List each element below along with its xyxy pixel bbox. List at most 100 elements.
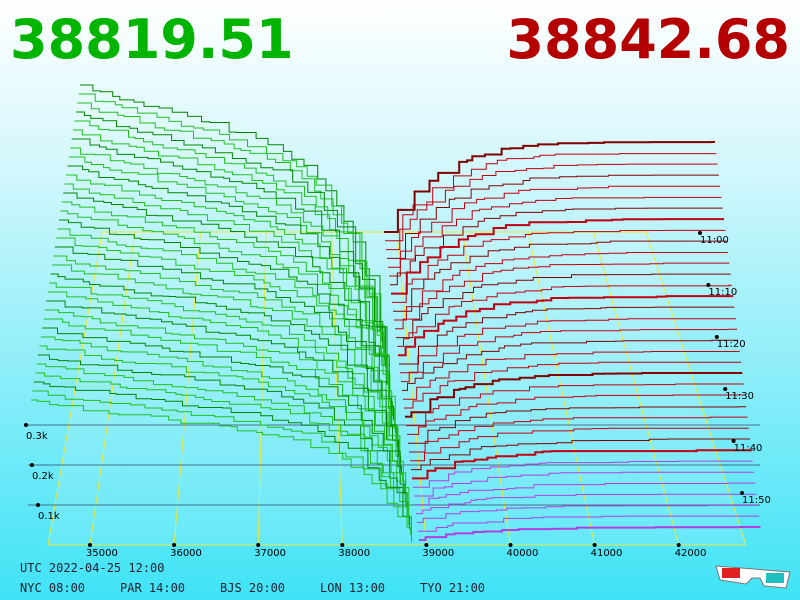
time-tick-label: 11:50 — [742, 495, 771, 506]
bid-curve — [39, 345, 407, 507]
axis-labels: 35000 36000 37000 38000 39000 40000 41000 42000… — [24, 231, 771, 559]
ask-curve — [407, 394, 745, 435]
price-tick-label: 35000 — [86, 548, 118, 559]
ask-curve — [399, 306, 735, 365]
price-tick-label: 38000 — [338, 548, 370, 559]
time-tick — [698, 231, 702, 235]
price-tick — [172, 543, 177, 547]
bid-curve — [50, 273, 400, 457]
depth-tick-label: 0.1k — [38, 511, 60, 522]
depth-tick-label: 0.2k — [32, 471, 54, 482]
bid-curve — [43, 318, 404, 488]
ask-curve — [413, 460, 753, 488]
ask-curve — [391, 218, 725, 295]
ask-curve — [385, 153, 717, 242]
bid-curve — [78, 93, 382, 340]
bid-curve — [46, 300, 403, 475]
bid-curve — [80, 84, 381, 332]
ask-curve — [394, 252, 728, 321]
price-grid-line — [593, 231, 680, 546]
time-tick — [723, 387, 728, 391]
bid-curve — [35, 372, 410, 526]
bid-curve — [31, 399, 412, 543]
bid-curve — [42, 327, 405, 494]
ask-curve — [402, 339, 739, 391]
bid-curve — [57, 228, 395, 429]
time-tick — [740, 491, 744, 495]
ask-curve — [419, 526, 761, 541]
time-tick — [714, 335, 719, 339]
ask-curve — [418, 515, 760, 532]
bid-curve — [67, 165, 389, 385]
bid-curve — [33, 381, 411, 530]
bid-curve — [49, 282, 401, 464]
price-grid-line — [527, 231, 596, 546]
time-tick-label: 11:00 — [700, 235, 729, 246]
ask-curve — [396, 273, 731, 339]
price-grid-line — [462, 231, 511, 546]
bid-curve — [74, 120, 385, 356]
ask-curve — [387, 174, 719, 259]
bid-curve — [40, 336, 406, 502]
price-grid-line — [396, 231, 427, 546]
zone-time: BJS 20:00 — [220, 581, 285, 595]
bid-curve — [75, 111, 384, 349]
price-tick — [88, 543, 92, 547]
price-tick — [592, 543, 597, 547]
bid-curve — [32, 390, 412, 535]
ask-curve — [384, 141, 715, 233]
ask-curve — [397, 284, 732, 347]
bid-curve — [61, 201, 393, 411]
ask-curve — [406, 383, 744, 427]
time-tick — [731, 439, 736, 443]
bid-curve — [70, 147, 387, 374]
price-tick — [676, 543, 681, 547]
depth-tick-label: 0.3k — [26, 431, 48, 442]
price-tick-label: 40000 — [507, 548, 539, 559]
price-tick — [424, 543, 429, 547]
ask-curve — [405, 372, 743, 418]
price-tick — [340, 543, 345, 547]
bid-curve — [64, 183, 391, 400]
utc-time: UTC 2022-04-25 12:00 — [20, 561, 165, 575]
ask-curve — [398, 295, 734, 357]
depth-curves — [31, 84, 761, 543]
ask-curve — [408, 406, 747, 444]
ask-price: 38842.68 — [506, 8, 790, 71]
price-tick — [256, 543, 261, 547]
ask-curve — [389, 196, 722, 277]
price-tick-label: 39000 — [422, 548, 454, 559]
ask-curve — [404, 361, 741, 409]
bid-curve — [59, 219, 394, 421]
ask-curve — [417, 504, 758, 523]
ask-curve — [415, 482, 756, 506]
glasses-icon — [715, 565, 791, 589]
time-tick-label: 11:10 — [708, 287, 737, 298]
ask-curve — [386, 163, 718, 251]
depth-tick — [24, 423, 28, 427]
ask-curve — [393, 240, 727, 312]
ask-curve — [392, 229, 726, 303]
ask-curve — [390, 207, 723, 286]
price-grid-line — [331, 231, 343, 546]
ask-curve — [401, 328, 738, 383]
ask-curve — [414, 471, 754, 497]
ask-curve — [388, 185, 721, 268]
bid-price: 38819.51 — [10, 8, 294, 71]
price-grid-line — [89, 231, 136, 546]
zone-time: LON 13:00 — [320, 581, 385, 595]
bid-curve — [60, 210, 394, 417]
zone-time: PAR 14:00 — [120, 581, 185, 595]
ask-curve — [409, 416, 748, 453]
price-tick-label: 41000 — [591, 548, 623, 559]
bid-curve — [56, 237, 396, 434]
zone-time: NYC 08:00 — [20, 581, 85, 595]
bid-curve — [77, 102, 383, 343]
time-tick-label: 11:20 — [717, 339, 746, 350]
zone-time: TYO 21:00 — [420, 581, 485, 595]
floor-outline — [47, 231, 747, 546]
depth-tick — [30, 463, 34, 467]
bid-curve — [63, 192, 392, 405]
